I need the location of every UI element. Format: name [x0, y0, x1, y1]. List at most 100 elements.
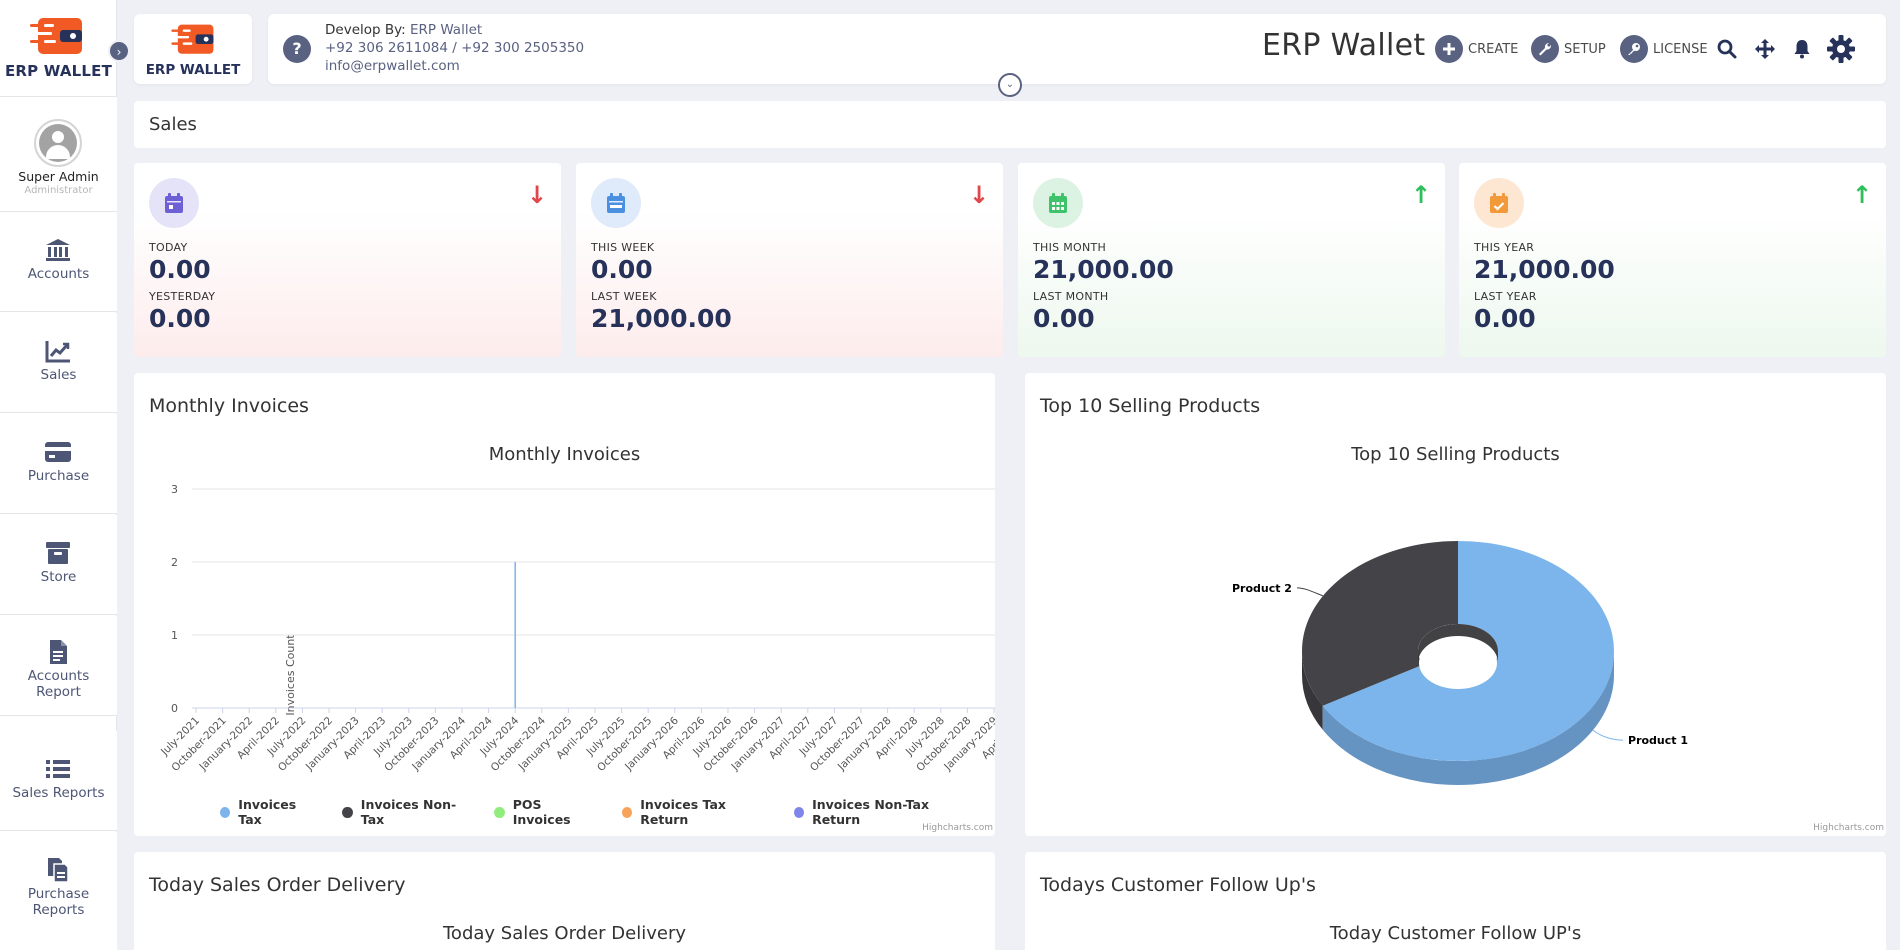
move-arrows-icon[interactable]: [1752, 36, 1778, 62]
stat-label-this-year: THIS YEAR: [1474, 241, 1535, 254]
sidebar-item-sales[interactable]: Sales: [0, 313, 117, 413]
trend-up-icon: ↑: [1411, 181, 1432, 209]
pie-label-connector: [1296, 587, 1324, 597]
chart-credit[interactable]: Highcharts.com: [922, 823, 993, 833]
search-icon[interactable]: [1714, 36, 1740, 62]
y-axis-label: Invoices Count: [284, 634, 297, 716]
pie-label-connector: [1592, 729, 1624, 741]
stat-value-this-week: 0.00: [591, 255, 653, 284]
sidebar-item-label: Store: [40, 569, 77, 585]
stat-label-last-year: LAST YEAR: [1474, 290, 1537, 303]
sidebar-item-store[interactable]: Store: [0, 515, 117, 615]
panel-title: Todays Customer Follow Up's: [1040, 874, 1316, 896]
bank-icon: [46, 239, 70, 261]
sidebar-logo[interactable]: ERP WALLET: [0, 0, 117, 96]
header-logo[interactable]: ERP WALLET: [134, 14, 252, 84]
stat-card-month[interactable]: ↑ THIS MONTH 21,000.00 LAST MONTH 0.00: [1018, 163, 1445, 357]
stat-label-yesterday: YESTERDAY: [149, 290, 216, 303]
y-tick-label: 0: [171, 702, 178, 715]
chart-title: Monthly Invoices: [488, 444, 641, 465]
sidebar-item-purchase-reports[interactable]: Purchase Reports: [0, 832, 117, 950]
panel-title: Monthly Invoices: [149, 395, 309, 417]
phone-1: +92 306 2611084: [325, 40, 448, 56]
sidebar-item-accounts[interactable]: Accounts: [0, 212, 117, 312]
legend-label: Invoices Tax Return: [640, 797, 726, 827]
legend-label: POS Invoices: [512, 797, 571, 827]
legend-item[interactable]: Invoices Tax Return: [621, 797, 770, 827]
stat-label-today: TODAY: [149, 241, 188, 254]
stat-card-today[interactable]: ↓ TODAY 0.00 YESTERDAY 0.00: [134, 163, 561, 357]
sidebar-item-accounts-report[interactable]: Accounts Report: [0, 616, 117, 716]
page-title-bar: Sales: [134, 101, 1886, 148]
sidebar-logo-text: ERP WALLET: [4, 62, 113, 80]
contact-email: info@erpwallet.com: [325, 58, 460, 74]
license-label: LICENSE: [1653, 41, 1708, 57]
legend-item[interactable]: POS Invoices: [494, 797, 598, 827]
legend-label: Invoices Tax: [238, 797, 297, 827]
gear-icon[interactable]: [1825, 33, 1857, 65]
sidebar-item-label: Purchase: [27, 468, 90, 484]
chevron-down-icon: ⌄: [1005, 79, 1015, 90]
stat-value-last-year: 0.00: [1474, 304, 1536, 333]
legend-item[interactable]: Invoices Tax: [220, 797, 318, 827]
donut-hole-floor: [1419, 637, 1497, 689]
panel-title: Today Sales Order Delivery: [149, 874, 406, 896]
sidebar-collapse-button[interactable]: ›: [108, 40, 130, 62]
profile-name: Super Admin: [18, 169, 99, 184]
license-button[interactable]: LICENSE: [1620, 34, 1708, 64]
monthly-invoices-chart[interactable]: Invoices Count 0123July-2021October-2021…: [134, 373, 995, 836]
setup-button[interactable]: SETUP: [1531, 34, 1606, 64]
stat-value-yesterday: 0.00: [149, 304, 211, 333]
sidebar-item-purchase[interactable]: Purchase: [0, 414, 117, 514]
trend-down-icon: ↓: [527, 181, 548, 209]
stat-value-this-year: 21,000.00: [1474, 255, 1615, 284]
pie-slice[interactable]: [1302, 541, 1458, 706]
top-header: ? Develop By: ERP Wallet +92 306 2611084…: [268, 14, 1886, 84]
pie-slice-side[interactable]: [1302, 651, 1323, 730]
chart-title: Today Sales Order Delivery: [443, 923, 686, 944]
chart-credit[interactable]: Highcharts.com: [1813, 823, 1884, 833]
legend-label: Invoices Non-Tax Return: [812, 797, 930, 827]
stat-label-last-week: LAST WEEK: [591, 290, 657, 303]
legend-marker: [494, 806, 505, 818]
developer-name: ERP Wallet: [409, 22, 483, 38]
help-icon[interactable]: ?: [283, 35, 311, 63]
pie-slice[interactable]: [1322, 541, 1614, 761]
monthly-invoices-panel: Monthly Invoices Monthly Invoices Invoic…: [134, 373, 995, 836]
sidebar-item-label: Sales Reports: [12, 785, 105, 801]
header-logo-text: ERP WALLET: [145, 62, 241, 78]
legend-marker: [621, 806, 633, 818]
stat-label-this-week: THIS WEEK: [591, 241, 655, 254]
pie-slice-side[interactable]: [1322, 651, 1614, 785]
document-icon: [50, 640, 67, 664]
stat-value-today: 0.00: [149, 255, 211, 284]
stat-value-this-month: 21,000.00: [1033, 255, 1174, 284]
erp-wallet-logo-icon: [171, 24, 214, 54]
calendar-icon: [149, 178, 199, 228]
stat-label-last-month: LAST MONTH: [1033, 290, 1109, 303]
developer-info: Develop By: ERP Wallet +92 306 2611084 /…: [325, 21, 584, 75]
stat-label-this-month: THIS MONTH: [1033, 241, 1107, 254]
legend-label: Invoices Non-Tax: [360, 797, 457, 827]
sidebar-item-sales-reports[interactable]: Sales Reports: [0, 731, 117, 831]
header-expand-button[interactable]: ⌄: [998, 73, 1022, 97]
sales-order-delivery-panel: Today Sales Order Delivery Today Sales O…: [134, 852, 995, 950]
legend-item[interactable]: Invoices Non-Tax: [342, 797, 470, 827]
donut-inner-wall: [1418, 624, 1498, 663]
copy-files-icon: [48, 858, 69, 883]
legend-item[interactable]: Invoices Non-Tax Return: [793, 797, 971, 827]
develop-label: Develop By:: [325, 22, 406, 38]
stat-card-week[interactable]: ↓ THIS WEEK 0.00 LAST WEEK 21,000.00: [576, 163, 1003, 357]
stat-card-year[interactable]: ↑ THIS YEAR 21,000.00 LAST YEAR 0.00: [1459, 163, 1886, 357]
create-button[interactable]: CREATE: [1435, 34, 1518, 64]
bell-icon[interactable]: [1789, 36, 1815, 62]
user-icon: [39, 124, 77, 162]
y-tick-label: 2: [171, 556, 178, 569]
create-label: CREATE: [1468, 41, 1519, 57]
pie-slice-label: Product 1: [1628, 734, 1688, 747]
user-profile[interactable]: Super Admin Administrator: [0, 96, 117, 212]
setup-label: SETUP: [1564, 41, 1606, 57]
top-selling-products-chart[interactable]: Product 1 Product 2: [1025, 373, 1886, 836]
wrench-icon: [1531, 35, 1559, 63]
avatar: [34, 119, 82, 167]
